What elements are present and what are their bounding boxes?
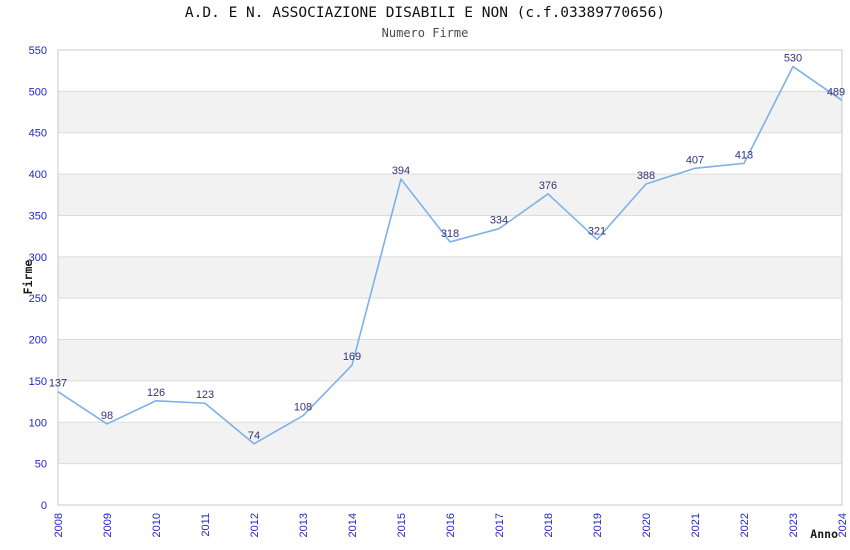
- data-point-label: 530: [784, 53, 802, 65]
- plot-band: [58, 422, 842, 464]
- x-tick-label: 2010: [151, 513, 163, 537]
- plot-border: [57, 49, 843, 506]
- x-tick-label: 2013: [298, 513, 310, 537]
- x-tick-label: 2017: [494, 513, 506, 537]
- chart-title: A.D. E N. ASSOCIAZIONE DISABILI E NON (c…: [184, 5, 666, 21]
- x-tick-label: 2015: [396, 513, 408, 537]
- x-tick-label: 2016: [445, 513, 457, 537]
- y-tick-label: 250: [29, 293, 47, 305]
- x-axis-title: Anno: [810, 527, 838, 541]
- data-point-label: 98: [101, 410, 113, 422]
- x-tick-label: 2011: [200, 513, 212, 537]
- x-tick-label: 2012: [249, 513, 261, 537]
- y-tick-label: 0: [41, 500, 47, 512]
- series-line: [57, 65, 843, 445]
- data-point-label: 108: [294, 402, 312, 414]
- y-tick-label: 150: [29, 376, 47, 388]
- data-point-label: 74: [248, 430, 260, 442]
- y-tick-label: 550: [29, 45, 47, 57]
- data-point-label: 123: [196, 389, 214, 401]
- plot-band: [58, 174, 842, 216]
- x-tick-label: 2014: [347, 513, 359, 537]
- data-point-label: 413: [735, 149, 753, 161]
- x-tick-label: 2009: [102, 513, 114, 537]
- x-tick-label: 2019: [592, 513, 604, 537]
- y-tick-label: 500: [29, 86, 47, 98]
- y-tick-label: 350: [29, 210, 47, 222]
- x-tick-label: 2020: [641, 513, 653, 537]
- chart-subtitle: Numero Firme: [381, 26, 469, 40]
- plot-band: [58, 339, 842, 381]
- data-point-label: 126: [147, 387, 165, 399]
- y-tick-label: 50: [35, 459, 47, 471]
- x-tick-label: 2023: [788, 513, 800, 537]
- y-tick-label: 450: [29, 128, 47, 140]
- y-tick-label: 300: [29, 252, 47, 264]
- x-tick-label: 2022: [739, 513, 751, 537]
- data-point-label: 318: [441, 228, 459, 240]
- data-point-label: 137: [49, 378, 67, 390]
- x-tick-label: 2008: [53, 513, 65, 537]
- plot-band: [58, 256, 842, 299]
- data-point-label: 334: [490, 215, 508, 227]
- data-point-label: 407: [686, 154, 704, 166]
- data-point-label: 169: [343, 351, 361, 363]
- data-point-label: 489: [827, 86, 845, 98]
- plot-band: [58, 91, 842, 133]
- data-point-label: 394: [392, 165, 410, 177]
- y-tick-label: 100: [29, 417, 47, 429]
- x-tick-label: 2024: [837, 513, 849, 537]
- x-tick-label: 2021: [690, 513, 702, 537]
- x-tick-label: 2018: [543, 513, 555, 537]
- y-tick-label: 200: [29, 335, 47, 347]
- data-point-label: 388: [637, 170, 655, 182]
- y-axis-title: Firme: [21, 259, 35, 295]
- data-point-label: 321: [588, 225, 606, 237]
- data-point-label: 376: [539, 180, 557, 192]
- y-tick-label: 400: [29, 169, 47, 181]
